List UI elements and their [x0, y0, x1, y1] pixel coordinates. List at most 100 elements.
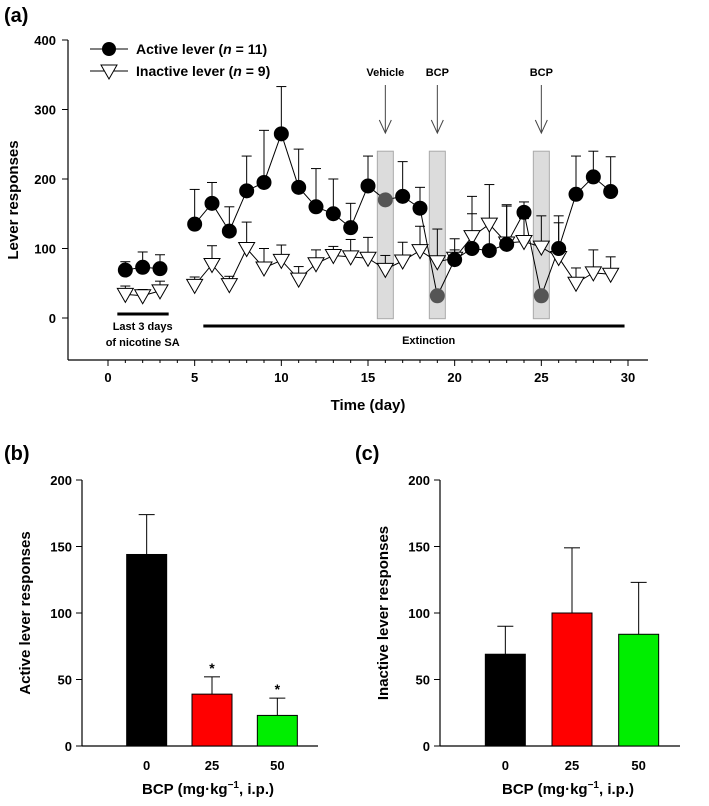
y-tick-label-a: 0 [49, 311, 56, 326]
x-tick-label-a: 10 [274, 370, 288, 385]
treatment-arrowhead-2 [534, 119, 548, 135]
treatment-label-1: BCP [426, 67, 449, 79]
x-tick-label-c: 50 [631, 758, 645, 773]
y-tick-label-b: 0 [65, 739, 72, 754]
y-tick-label-a: 400 [34, 33, 56, 48]
active-point [603, 184, 619, 200]
x-axis-title-b: BCP (mg·kg−1, i.p.) [142, 780, 274, 798]
y-axis-title-a: Lever responses [5, 140, 22, 259]
active-point [395, 188, 411, 204]
x-title-part1-c: BCP (mg·kg [502, 781, 588, 798]
active-point [429, 288, 445, 304]
x-title-part1-b: BCP (mg·kg [142, 781, 228, 798]
active-point [256, 174, 272, 190]
y-tick-label-b: 200 [50, 473, 72, 488]
inactive-point [220, 278, 239, 294]
inactive-point [116, 287, 135, 304]
active-point [481, 243, 497, 259]
legend-inactive-text: Inactive lever (n = 9) [136, 63, 270, 79]
active-point [551, 241, 567, 256]
inactive-point [203, 257, 221, 274]
inactive-point [359, 251, 377, 268]
active-point [221, 223, 237, 239]
baseline-label-line2: of nicotine SA [106, 337, 180, 349]
sig-marker-b: * [209, 660, 215, 676]
panel-c-label: (c) [355, 443, 379, 465]
active-point [291, 179, 307, 195]
y-tick-label-b: 150 [50, 540, 72, 555]
active-point [568, 186, 584, 202]
x-title-part2-b: , i.p.) [239, 781, 274, 798]
panel-a-label: (a) [4, 5, 28, 27]
active-point [585, 169, 601, 185]
y-tick-label-c: 0 [423, 739, 430, 754]
x-title-part2-c: , i.p.) [599, 781, 634, 798]
chart-c: 0 50 100 150 200 0 25 50 BCP (mg·kg−1, i.p.) Inac… [375, 473, 680, 798]
bar-b-50 [256, 714, 298, 747]
y-tick-label-c: 50 [416, 673, 430, 688]
inactive-point [289, 272, 308, 289]
inactive-point [428, 255, 447, 271]
active-point [204, 195, 220, 211]
x-tick-label-c: 0 [502, 758, 509, 773]
inactive-point [480, 217, 499, 234]
x-title-sup-b: −1 [228, 780, 240, 791]
inactive-point [463, 230, 481, 246]
y-tick-label-c: 150 [408, 540, 430, 555]
x-tick-label-a: 5 [191, 370, 198, 385]
x-axis-title-a: Time (day) [331, 397, 406, 414]
bar-b-0 [126, 553, 168, 747]
active-point [447, 252, 463, 268]
active-point [325, 206, 341, 222]
y-tick-label-a: 100 [34, 242, 56, 257]
x-tick-label-a: 15 [361, 370, 375, 385]
inactive-point [584, 266, 603, 282]
active-point [377, 192, 393, 208]
y-tick-label-b: 100 [50, 606, 72, 621]
x-tick-label-b: 25 [205, 758, 219, 773]
active-point [412, 200, 428, 216]
inactive-point [185, 278, 204, 295]
active-point [360, 178, 376, 194]
x-axis-title-c: BCP (mg·kg−1, i.p.) [502, 780, 634, 798]
bar-c-50 [618, 633, 660, 747]
y-tick-label-c: 200 [408, 473, 430, 488]
active-point [308, 199, 324, 215]
bar-c-25 [551, 612, 593, 747]
chart-a: 0 100 200 300 400 0 5 10 15 20 25 30 Time (day) Lever… [5, 33, 648, 414]
x-tick-label-a: 25 [534, 370, 548, 385]
legend-active-n: n [223, 41, 232, 57]
y-tick-label-c: 100 [408, 606, 430, 621]
treatment-label-0: Vehicle [366, 67, 404, 79]
x-tick-label-b: 0 [143, 758, 150, 773]
x-tick-label-a: 30 [621, 370, 635, 385]
inactive-point [567, 276, 585, 293]
baseline-label: Last 3 days of nicotine SA [106, 321, 180, 349]
baseline-label-line1: Last 3 days [113, 321, 173, 333]
active-point [516, 204, 532, 220]
inactive-point [532, 240, 551, 257]
inactive-point [237, 242, 256, 258]
legend-inactive-n: n [233, 63, 242, 79]
treatment-label-2: BCP [530, 67, 553, 79]
y-axis-title-b: Active lever responses [17, 531, 34, 694]
y-tick-label-a: 200 [34, 172, 56, 187]
y-axis-title-c: Inactive lever responses [375, 526, 392, 700]
active-point [499, 236, 515, 252]
active-point [273, 126, 289, 142]
inactive-point [151, 284, 169, 300]
active-point [533, 288, 549, 304]
x-tick-label-c: 25 [565, 758, 579, 773]
inactive-point [255, 261, 273, 277]
y-tick-label-b: 50 [58, 673, 72, 688]
x-tick-label-a: 0 [104, 370, 111, 385]
inactive-point [601, 267, 620, 284]
legend-inactive-suffix: = 9) [242, 63, 270, 79]
sig-marker-b: * [275, 681, 281, 697]
legend-active-prefix: Active lever ( [136, 41, 223, 57]
y-tick-label-a: 300 [34, 103, 56, 118]
treatment-arrowhead-1 [430, 119, 444, 135]
bar-b-25 [191, 693, 233, 747]
inactive-point [324, 248, 343, 265]
